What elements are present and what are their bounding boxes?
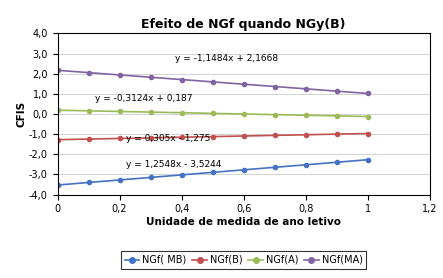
Legend: NGf( MB), NGf(B), NGf(A), NGf(MA): NGf( MB), NGf(B), NGf(A), NGf(MA): [121, 251, 366, 269]
Text: y = 1,2548x - 3,5244: y = 1,2548x - 3,5244: [126, 160, 221, 169]
Title: Efeito de NGf quando NGy(B): Efeito de NGf quando NGy(B): [141, 18, 346, 31]
Text: y = -0,3124x + 0,187: y = -0,3124x + 0,187: [95, 95, 192, 103]
X-axis label: Unidade de medida de ano letivo: Unidade de medida de ano letivo: [146, 217, 341, 227]
Text: y = 0,305x - 1,275: y = 0,305x - 1,275: [126, 134, 210, 143]
Text: y = -1,1484x + 2,1668: y = -1,1484x + 2,1668: [175, 54, 279, 63]
Y-axis label: CFIS: CFIS: [16, 101, 26, 127]
